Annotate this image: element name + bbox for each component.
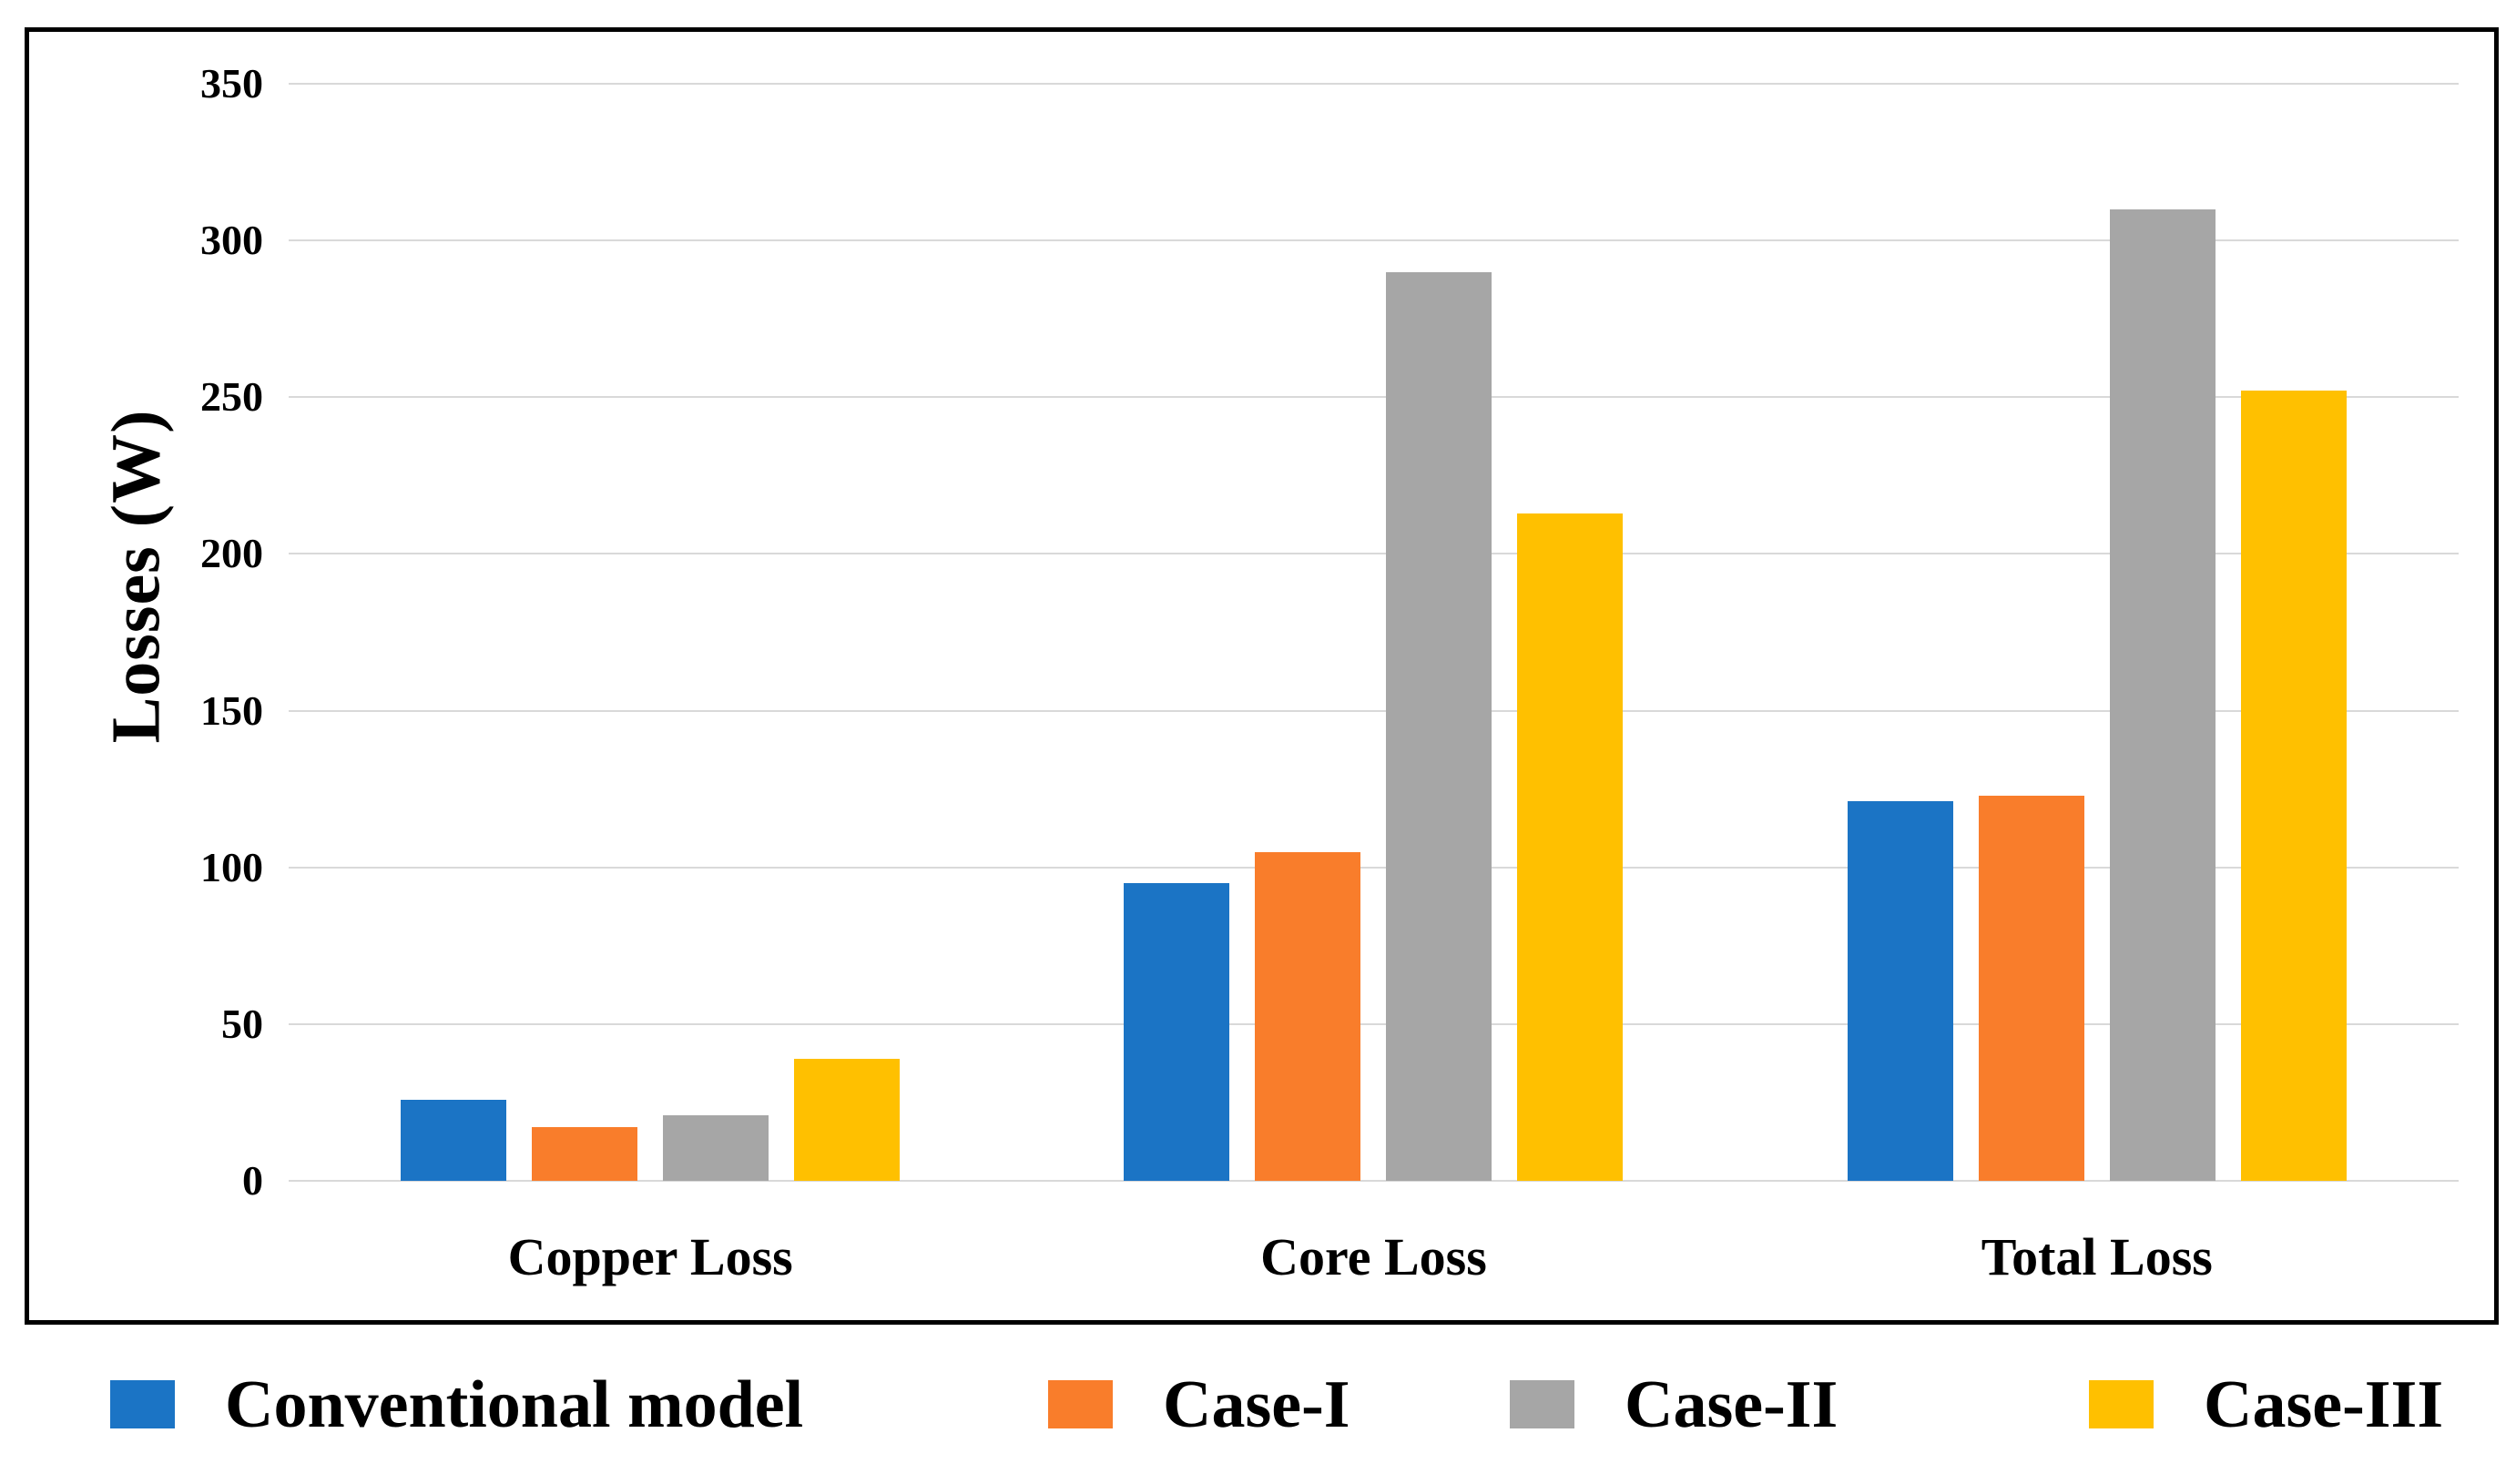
- bar-case-i-core-loss: [1255, 851, 1361, 1181]
- legend-label-conventional-model: Conventional model: [225, 1367, 804, 1442]
- legend-swatch-conventional-model: [110, 1380, 175, 1428]
- legend-item-case-ii: Case-II: [1510, 1371, 1838, 1438]
- category-label-copper-loss: Copper Loss: [507, 1227, 793, 1286]
- bar-case-iii-copper-loss: [794, 1058, 901, 1181]
- y-tick-label-200: 200: [200, 530, 263, 577]
- category-label-core-loss: Core Loss: [1260, 1227, 1487, 1286]
- legend-item-conventional-model: Conventional model: [110, 1371, 803, 1438]
- legend-label-case-ii: Case-II: [1625, 1367, 1839, 1442]
- legend-label-case-i: Case-I: [1163, 1367, 1350, 1442]
- bar-group-total-loss: [1736, 84, 2459, 1181]
- bar-group-core-loss: [1012, 84, 1735, 1181]
- bar-case-i-copper-loss: [532, 1127, 638, 1181]
- bar-group-copper-loss: [289, 84, 1012, 1181]
- legend-swatch-case-ii: [1510, 1380, 1574, 1428]
- gridline-300: [289, 239, 2459, 242]
- plot-area: Copper Loss Core Loss Total Loss 0 50 100 150…: [200, 63, 2459, 1286]
- chart-area: Losses (W) Copper Loss Core Loss Total Los…: [25, 27, 2499, 1325]
- legend-swatch-case-iii: [2089, 1380, 2154, 1428]
- y-tick-label-50: 50: [221, 1000, 263, 1047]
- y-tick-label-300: 300: [200, 217, 263, 264]
- bar-case-ii-total-loss: [2109, 208, 2216, 1181]
- bar-conventional-model-core-loss: [1124, 882, 1230, 1181]
- gridline-150: [289, 709, 2459, 712]
- gridline-100: [289, 866, 2459, 869]
- y-tick-label-0: 0: [242, 1157, 263, 1204]
- gridline-200: [289, 553, 2459, 555]
- legend-item-case-iii: Case-III: [2089, 1371, 2443, 1438]
- y-tick-label-150: 150: [200, 686, 263, 734]
- bar-conventional-model-copper-loss: [401, 1099, 507, 1181]
- bar-conventional-model-total-loss: [1847, 801, 1953, 1181]
- x-axis-category-labels: Copper Loss Core Loss Total Loss: [289, 1181, 2459, 1287]
- y-axis-title: Losses (W): [97, 409, 175, 744]
- gridline-350: [289, 83, 2459, 85]
- gridline-250: [289, 396, 2459, 399]
- legend-item-case-i: Case-I: [1048, 1371, 1350, 1438]
- x-axis-baseline: [289, 1180, 2459, 1182]
- bar-case-i-total-loss: [1978, 795, 2084, 1181]
- y-tick-label-350: 350: [200, 60, 263, 107]
- y-tick-label-100: 100: [200, 843, 263, 890]
- legend-swatch-case-i: [1048, 1380, 1113, 1428]
- gridline-50: [289, 1022, 2459, 1025]
- bar-case-ii-core-loss: [1386, 271, 1492, 1181]
- y-tick-label-250: 250: [200, 373, 263, 421]
- category-label-total-loss: Total Loss: [1981, 1227, 2213, 1286]
- legend: Conventional model Case-I Case-II Case-III: [0, 1325, 2516, 1484]
- bar-case-iii-total-loss: [2240, 391, 2347, 1181]
- bar-case-ii-copper-loss: [663, 1114, 769, 1181]
- bar-case-iii-core-loss: [1517, 513, 1624, 1181]
- legend-label-case-iii: Case-III: [2204, 1367, 2444, 1442]
